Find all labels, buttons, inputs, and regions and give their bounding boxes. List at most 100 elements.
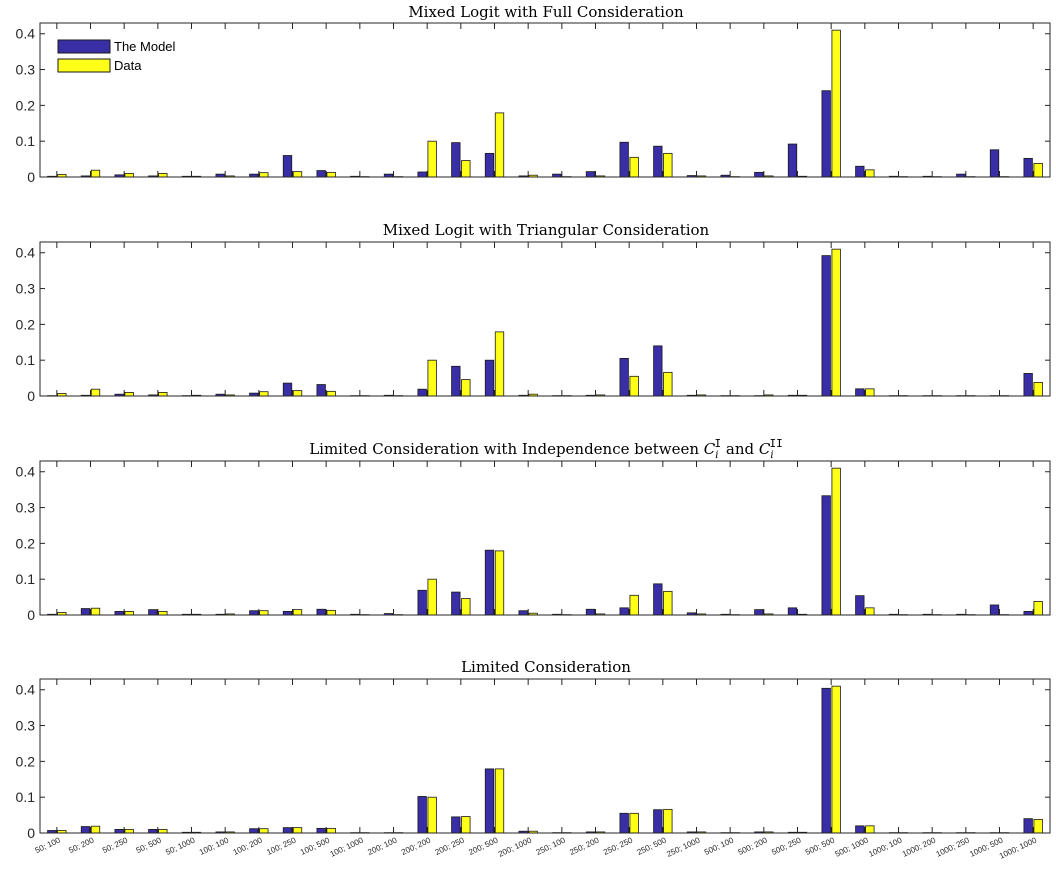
model-bar — [653, 583, 663, 616]
y-tick-label: 0.4 — [16, 26, 36, 42]
model-bar — [451, 365, 461, 397]
y-tick-label: 0.3 — [16, 500, 36, 516]
y-tick-label: 0.1 — [16, 789, 36, 805]
model-bar — [619, 357, 629, 397]
panel-1: Mixed Logit with Full Consideration 0 0.1… — [16, 3, 1051, 185]
x-tick-label: 250; 1000 — [665, 835, 702, 858]
x-tick-label: 200; 200 — [400, 835, 433, 857]
data-bar — [326, 827, 336, 834]
data-bar — [124, 173, 134, 178]
x-tick-label: 500; 250 — [770, 835, 803, 857]
data-bar — [865, 388, 875, 397]
model-bar — [316, 384, 326, 397]
model-bar — [855, 595, 865, 616]
x-tick-label: 250; 100 — [535, 835, 568, 857]
panel-3: Limited Consideration with Independence … — [16, 437, 1051, 623]
model-bar — [1023, 611, 1033, 616]
model-bar — [518, 610, 528, 616]
data-bar — [831, 467, 841, 616]
model-bar — [855, 825, 865, 834]
model-bar — [417, 796, 427, 834]
model-bar — [821, 255, 831, 397]
legend: The Model Data — [52, 34, 176, 76]
model-bar — [619, 812, 629, 834]
y-tick-label: 0.2 — [16, 97, 36, 113]
y-tick-label: 0.3 — [16, 62, 36, 78]
data-bar — [461, 379, 471, 397]
data-bar — [427, 796, 437, 834]
data-bar — [124, 611, 134, 616]
model-bar — [282, 382, 293, 397]
panel-4-title: Limited Consideration — [461, 658, 631, 676]
data-bar — [1033, 381, 1043, 397]
legend-data-swatch — [57, 58, 111, 73]
x-tick-label: 100; 200 — [232, 835, 265, 857]
panel-3-plot: 0 0.1 0.2 0.3 0.4 — [16, 460, 1051, 623]
legend-data-label: Data — [114, 58, 142, 73]
x-tick-label: 50; 1000 — [164, 835, 197, 857]
model-bar — [787, 607, 798, 616]
x-tick-label: 250; 250 — [602, 835, 635, 857]
model-bar — [484, 768, 495, 834]
x-tick-label: 500; 200 — [737, 835, 770, 857]
y-tick-label: 0.2 — [16, 316, 36, 332]
x-tick-label: 50; 500 — [135, 835, 163, 855]
panel-2-plot: 0 0.1 0.2 0.3 0.4 — [16, 241, 1051, 404]
data-bar — [259, 610, 269, 616]
model-bar — [148, 609, 158, 616]
x-tick-label: 500; 500 — [804, 835, 837, 857]
data-bar — [663, 371, 673, 397]
model-bar — [249, 610, 259, 616]
data-bar — [326, 609, 336, 616]
model-bar — [787, 143, 798, 178]
data-bar — [494, 550, 505, 616]
data-bar — [326, 390, 336, 397]
model-bar — [451, 142, 461, 178]
y-tick-label: 0.1 — [16, 133, 36, 149]
panel-4-plot: 0 0.1 0.2 0.3 0.4 50; 100 50; 200 50; 250 50; 50… — [16, 678, 1051, 861]
x-tick-label: 250; 200 — [568, 835, 601, 857]
data-bar — [663, 152, 673, 178]
legend-model-label: The Model — [114, 39, 176, 54]
y-tick-label: 0.4 — [16, 682, 36, 698]
data-bar — [90, 388, 101, 397]
model-bar — [316, 170, 326, 178]
data-bar — [865, 169, 875, 178]
x-tick-label: 100; 250 — [265, 835, 298, 857]
x-tick-label: 50; 100 — [34, 835, 62, 855]
y-tick-label: 0.3 — [16, 718, 36, 734]
axes-frame — [39, 22, 1051, 178]
model-bar — [754, 609, 764, 616]
model-bar — [585, 608, 596, 616]
model-bar — [417, 171, 427, 178]
data-bar — [1033, 162, 1043, 178]
data-bar — [831, 685, 841, 834]
data-bar — [865, 607, 875, 616]
data-bar — [259, 828, 269, 834]
model-bar — [282, 827, 293, 834]
model-bar — [1023, 373, 1033, 397]
model-bar — [282, 155, 293, 178]
axes-frame — [39, 678, 1051, 834]
data-bar — [158, 829, 168, 834]
data-bar — [158, 611, 168, 616]
model-bar — [855, 388, 865, 397]
data-bar — [461, 160, 471, 178]
model-bar — [989, 149, 1000, 178]
data-bar — [494, 331, 505, 397]
data-bar — [831, 29, 841, 178]
model-bar — [989, 604, 1000, 616]
data-bar — [1033, 818, 1043, 834]
data-bar — [292, 390, 303, 397]
data-bar — [494, 768, 505, 834]
x-tick-label: 1000; 1000 — [998, 835, 1039, 860]
model-bar — [653, 809, 663, 834]
data-bar — [158, 173, 168, 178]
y-tick-label: 0.3 — [16, 281, 36, 297]
panel-2: Mixed Logit with Triangular Consideratio… — [16, 221, 1051, 404]
model-bar — [821, 90, 831, 178]
data-bar — [629, 156, 639, 178]
x-tick-label: 200; 100 — [366, 835, 399, 857]
model-bar — [585, 171, 596, 178]
